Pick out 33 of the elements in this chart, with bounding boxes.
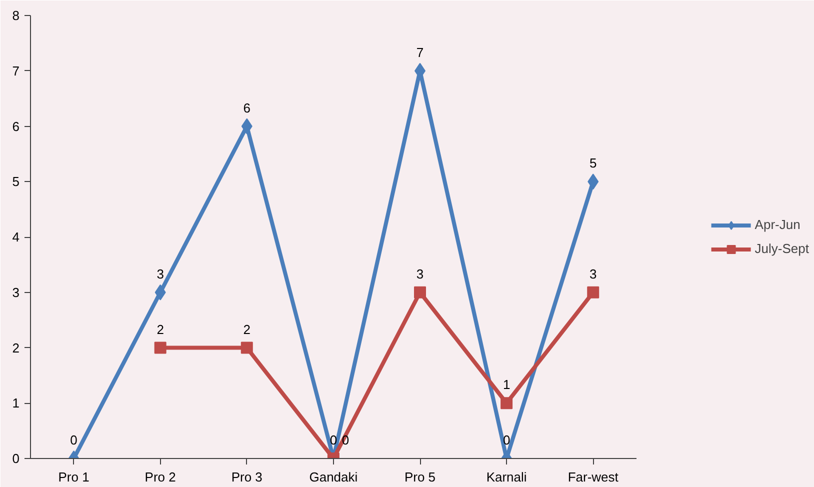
y-tick-label: 7 [12,63,20,78]
point [500,397,513,410]
data-label: 6 [243,100,251,116]
x-tick-label: Pro 1 [58,470,90,484]
point [240,342,253,354]
x-tick-label: Karnali [486,470,527,484]
data-label: 0 [70,432,78,448]
data-label: 2 [156,322,164,337]
point [587,286,600,298]
y-tick-label: 8 [12,8,20,23]
y-tick-label: 2 [12,340,20,356]
data-label: 1 [502,377,510,392]
legend-label: Apr-Jun [754,217,800,232]
y-tick-label: 0 [12,451,20,466]
legend-label: July-Sept [754,241,809,256]
x-tick-label: Far-west [568,470,619,484]
data-label: 2 [243,322,251,337]
y-tick-label: 1 [12,396,20,411]
x-tick-label: Pro 3 [231,470,262,484]
point [414,286,426,298]
data-label: 7 [416,44,424,60]
x-tick-label: Pro 2 [144,470,176,484]
data-label: 3 [589,266,597,282]
data-label: 3 [416,266,424,282]
y-tick-label: 6 [12,118,20,134]
point [154,342,166,354]
y-tick-label: 3 [12,284,20,300]
x-tick-label: Pro 5 [404,470,436,484]
y-tick-label: 5 [12,174,20,190]
data-label: 3 [156,266,164,282]
x-tick-label: Gandaki [309,470,358,484]
y-tick-label: 4 [12,230,20,244]
data-label: 5 [589,156,597,171]
